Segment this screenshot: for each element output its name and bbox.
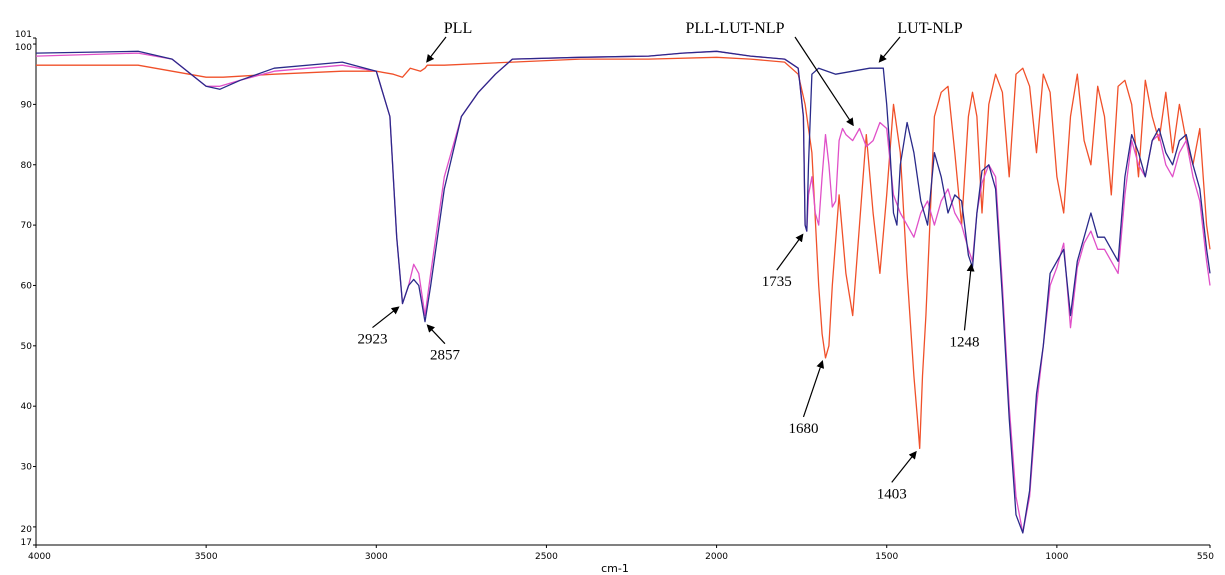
series-line-lut-nlp — [35, 50, 1211, 534]
y-tick-label: 60 — [21, 281, 33, 291]
peak-arrow — [963, 263, 975, 331]
series-label-arrow — [878, 36, 901, 63]
peak-label: 1680 — [788, 421, 818, 437]
x-tick-label: 550 — [1197, 552, 1214, 562]
series-label: PLL-LUT-NLP — [686, 20, 785, 37]
y-tick-label: 101 — [15, 30, 32, 40]
x-tick-label: 1000 — [1045, 552, 1068, 562]
y-tick-label: 80 — [21, 161, 33, 171]
series-label: LUT-NLP — [897, 20, 962, 37]
series-label-arrow — [426, 36, 447, 63]
annotation-layer: 2923 2857 1735 1680 1403 1248 — [357, 233, 979, 502]
x-axis-title: cm-1 — [601, 562, 629, 575]
series-line-pll — [36, 56, 1211, 450]
y-ticks: 17 20 30 40 50 60 70 80 90 100 101 — [15, 30, 36, 548]
axes — [35, 38, 1210, 546]
x-tick-label: 4000 — [28, 552, 51, 562]
series-layer — [35, 50, 1211, 534]
series-label-arrow — [794, 36, 854, 127]
peak-arrow — [802, 359, 825, 418]
x-ticks: 4000 3500 3000 2500 2000 1500 1000 550 — [28, 545, 1214, 562]
peak-label: 1248 — [949, 334, 979, 350]
series-line-pll-lut-nlp — [35, 50, 1211, 534]
y-tick-label: 50 — [21, 342, 33, 352]
x-tick-label: 1500 — [875, 552, 898, 562]
y-tick-label: 17 — [21, 538, 32, 548]
series-label: PLL — [444, 20, 472, 37]
peak-label: 1735 — [762, 274, 792, 290]
peak-label: 1403 — [877, 486, 907, 502]
x-tick-label: 2500 — [535, 552, 558, 562]
y-tick-label: 40 — [21, 402, 33, 412]
peak-arrow — [891, 450, 917, 483]
peak-arrow — [426, 324, 446, 345]
y-tick-label: 30 — [21, 463, 33, 473]
peak-arrow — [372, 306, 400, 329]
y-tick-label: 20 — [21, 525, 33, 535]
x-tick-label: 2000 — [705, 552, 728, 562]
series-label-layer: PLL PLL-LUT-NLP LUT-NLP — [426, 20, 963, 127]
peak-label: 2857 — [430, 348, 461, 364]
x-tick-label: 3000 — [365, 552, 388, 562]
y-tick-label: 70 — [21, 221, 33, 231]
y-tick-label: 90 — [21, 100, 33, 110]
peak-label: 2923 — [357, 332, 387, 348]
peak-arrow — [776, 233, 804, 271]
y-tick-label: 100 — [15, 43, 32, 53]
x-tick-label: 3500 — [195, 552, 218, 562]
